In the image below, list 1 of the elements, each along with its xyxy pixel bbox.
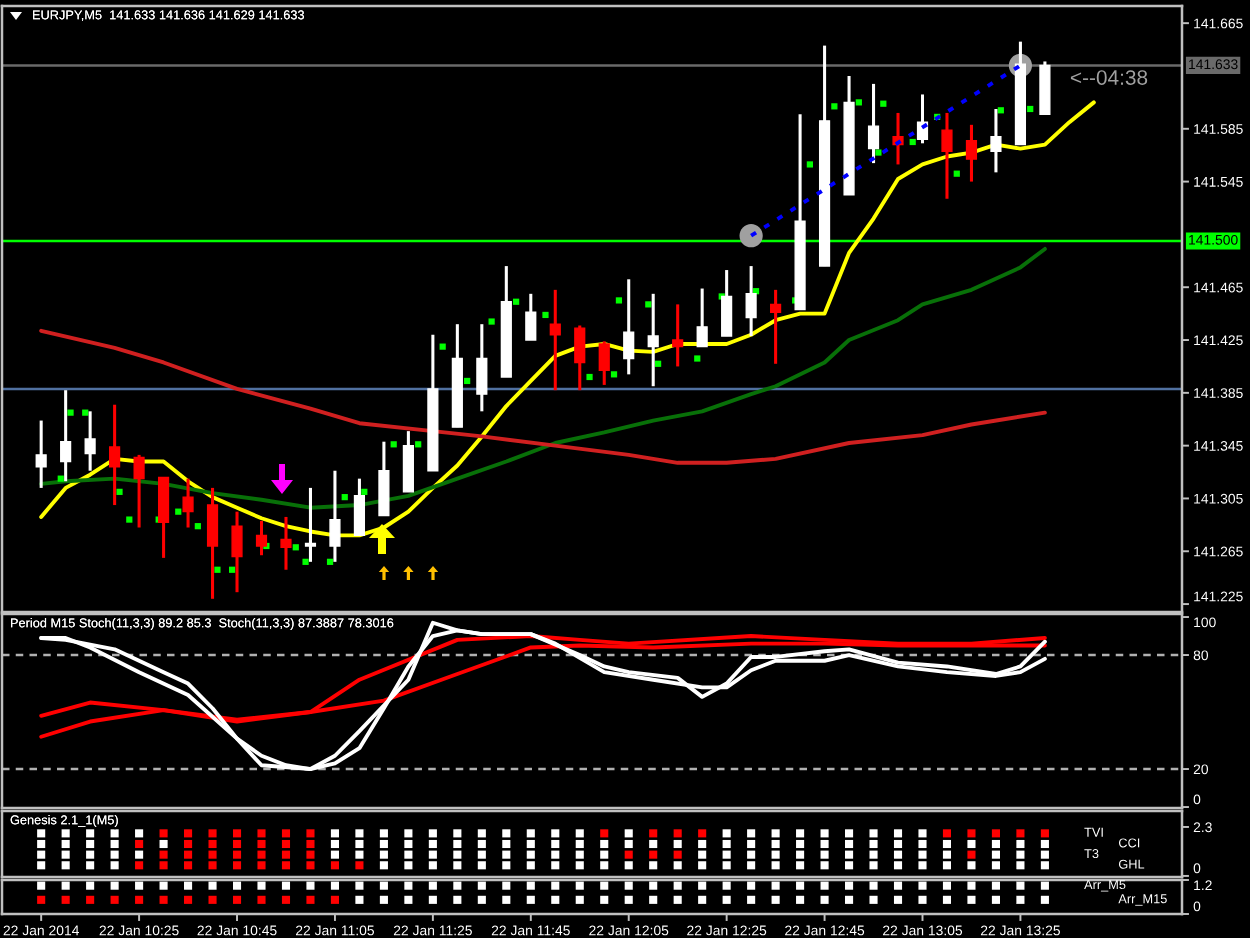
- annotation: <--04:38: [1070, 70, 1148, 85]
